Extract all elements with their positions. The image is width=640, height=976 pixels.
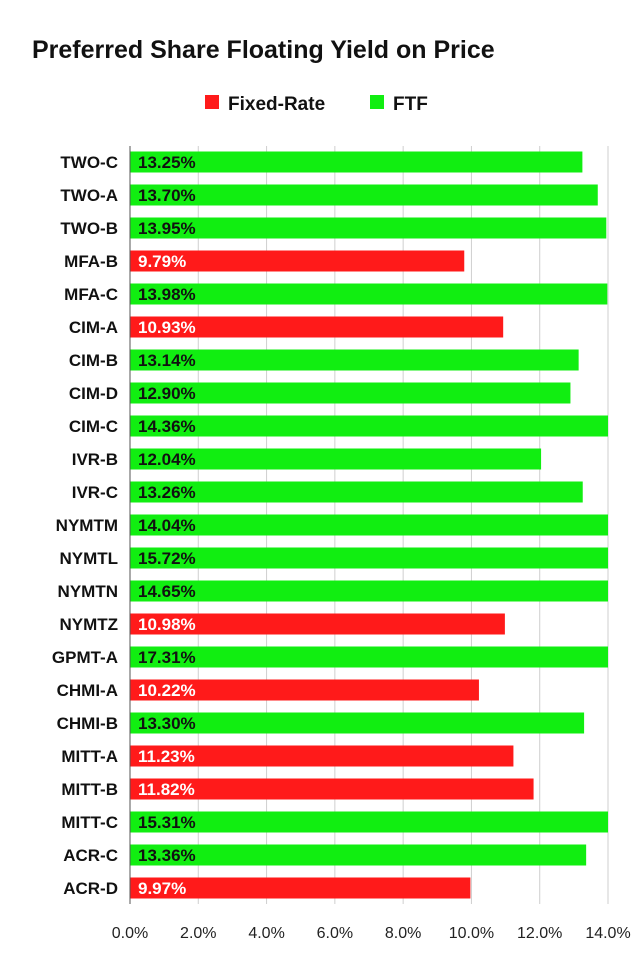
bar-ivr-b: [130, 448, 542, 470]
x-tick-label: 4.0%: [248, 925, 284, 942]
category-label: MFA-C: [64, 285, 118, 304]
bar-nymtl: [130, 547, 608, 569]
data-labels: 13.25% 13.70% 13.95% 9.79% 13.98% 10.93% 13.14…: [138, 153, 196, 898]
category-label: IVR-B: [72, 450, 118, 469]
data-label: 13.30%: [138, 714, 196, 733]
x-tick-label: 14.0%: [585, 925, 630, 942]
bar-mfa-b: [130, 250, 465, 272]
category-label: CIM-C: [69, 417, 118, 436]
data-label: 13.14%: [138, 351, 196, 370]
category-label: CHMI-A: [57, 681, 118, 700]
category-label: TWO-B: [60, 219, 118, 238]
bar-chmi-b: [130, 712, 585, 734]
x-tick-label: 2.0%: [180, 925, 216, 942]
data-label: 14.04%: [138, 516, 196, 535]
bar-mfa-c: [130, 283, 608, 305]
category-label: CIM-D: [69, 384, 118, 403]
bars: [130, 151, 608, 899]
data-label: 10.22%: [138, 681, 196, 700]
chart-title: Preferred Share Floating Yield on Price: [32, 36, 495, 64]
category-label: NYMTZ: [59, 615, 118, 634]
bar-mitt-a: [130, 745, 514, 767]
data-label: 9.97%: [138, 879, 186, 898]
category-label: NYMTM: [56, 516, 118, 535]
category-label: ACR-C: [63, 846, 118, 865]
bar-cim-d: [130, 382, 571, 404]
category-label: TWO-A: [60, 186, 118, 205]
data-label: 13.36%: [138, 846, 196, 865]
bar-nymtm: [130, 514, 608, 536]
category-label: CHMI-B: [57, 714, 118, 733]
data-label: 13.95%: [138, 219, 196, 238]
data-label: 15.72%: [138, 549, 196, 568]
data-label: 14.36%: [138, 417, 196, 436]
x-tick-label: 0.0%: [112, 925, 148, 942]
bar-two-c: [130, 151, 583, 173]
bar-acr-c: [130, 844, 587, 866]
bar-nymtz: [130, 613, 505, 635]
data-label: 13.25%: [138, 153, 196, 172]
legend-swatch-ftf: [370, 95, 384, 109]
legend-label-fixed-rate: Fixed-Rate: [228, 94, 325, 115]
bar-cim-c: [130, 415, 608, 437]
category-label: CIM-B: [69, 351, 118, 370]
category-labels: TWO-C TWO-A TWO-B MFA-B MFA-C CIM-A CIM-B CIM-D…: [52, 153, 118, 898]
category-label: MITT-A: [61, 747, 118, 766]
legend-swatch-fixed-rate: [205, 95, 219, 109]
data-label: 14.65%: [138, 582, 196, 601]
x-tick-label: 6.0%: [317, 925, 353, 942]
bar-gpmt-a: [130, 646, 608, 668]
data-label: 9.79%: [138, 252, 186, 271]
category-label: CIM-A: [69, 318, 118, 337]
bar-chmi-a: [130, 679, 479, 701]
legend-label-ftf: FTF: [393, 94, 428, 115]
category-label: MFA-B: [64, 252, 118, 271]
data-label: 12.90%: [138, 384, 196, 403]
data-label: 12.04%: [138, 450, 196, 469]
x-tick-label: 10.0%: [449, 925, 494, 942]
legend: Fixed-Rate FTF: [205, 94, 428, 115]
category-label: NYMTN: [58, 582, 118, 601]
x-tick-label: 12.0%: [517, 925, 562, 942]
x-axis-ticks: 0.0% 2.0% 4.0% 6.0% 8.0% 10.0% 12.0% 14.0%: [112, 925, 631, 942]
category-label: MITT-C: [61, 813, 118, 832]
data-label: 10.93%: [138, 318, 196, 337]
data-label: 10.98%: [138, 615, 196, 634]
data-label: 17.31%: [138, 648, 196, 667]
bar-mitt-c: [130, 811, 608, 833]
data-label: 13.98%: [138, 285, 196, 304]
data-label: 15.31%: [138, 813, 196, 832]
data-label: 13.70%: [138, 186, 196, 205]
data-label: 13.26%: [138, 483, 196, 502]
bar-cim-a: [130, 316, 504, 338]
bar-two-b: [130, 217, 607, 239]
category-label: ACR-D: [63, 879, 118, 898]
category-label: GPMT-A: [52, 648, 118, 667]
bar-cim-b: [130, 349, 579, 371]
bar-mitt-b: [130, 778, 534, 800]
bar-acr-d: [130, 877, 471, 899]
data-label: 11.82%: [138, 780, 195, 799]
x-tick-label: 8.0%: [385, 925, 421, 942]
category-label: NYMTL: [59, 549, 118, 568]
bar-ivr-c: [130, 481, 583, 503]
data-label: 11.23%: [138, 747, 195, 766]
category-label: MITT-B: [61, 780, 118, 799]
bar-two-a: [130, 184, 598, 206]
bar-nymtn: [130, 580, 608, 602]
category-label: IVR-C: [72, 483, 118, 502]
category-label: TWO-C: [60, 153, 118, 172]
